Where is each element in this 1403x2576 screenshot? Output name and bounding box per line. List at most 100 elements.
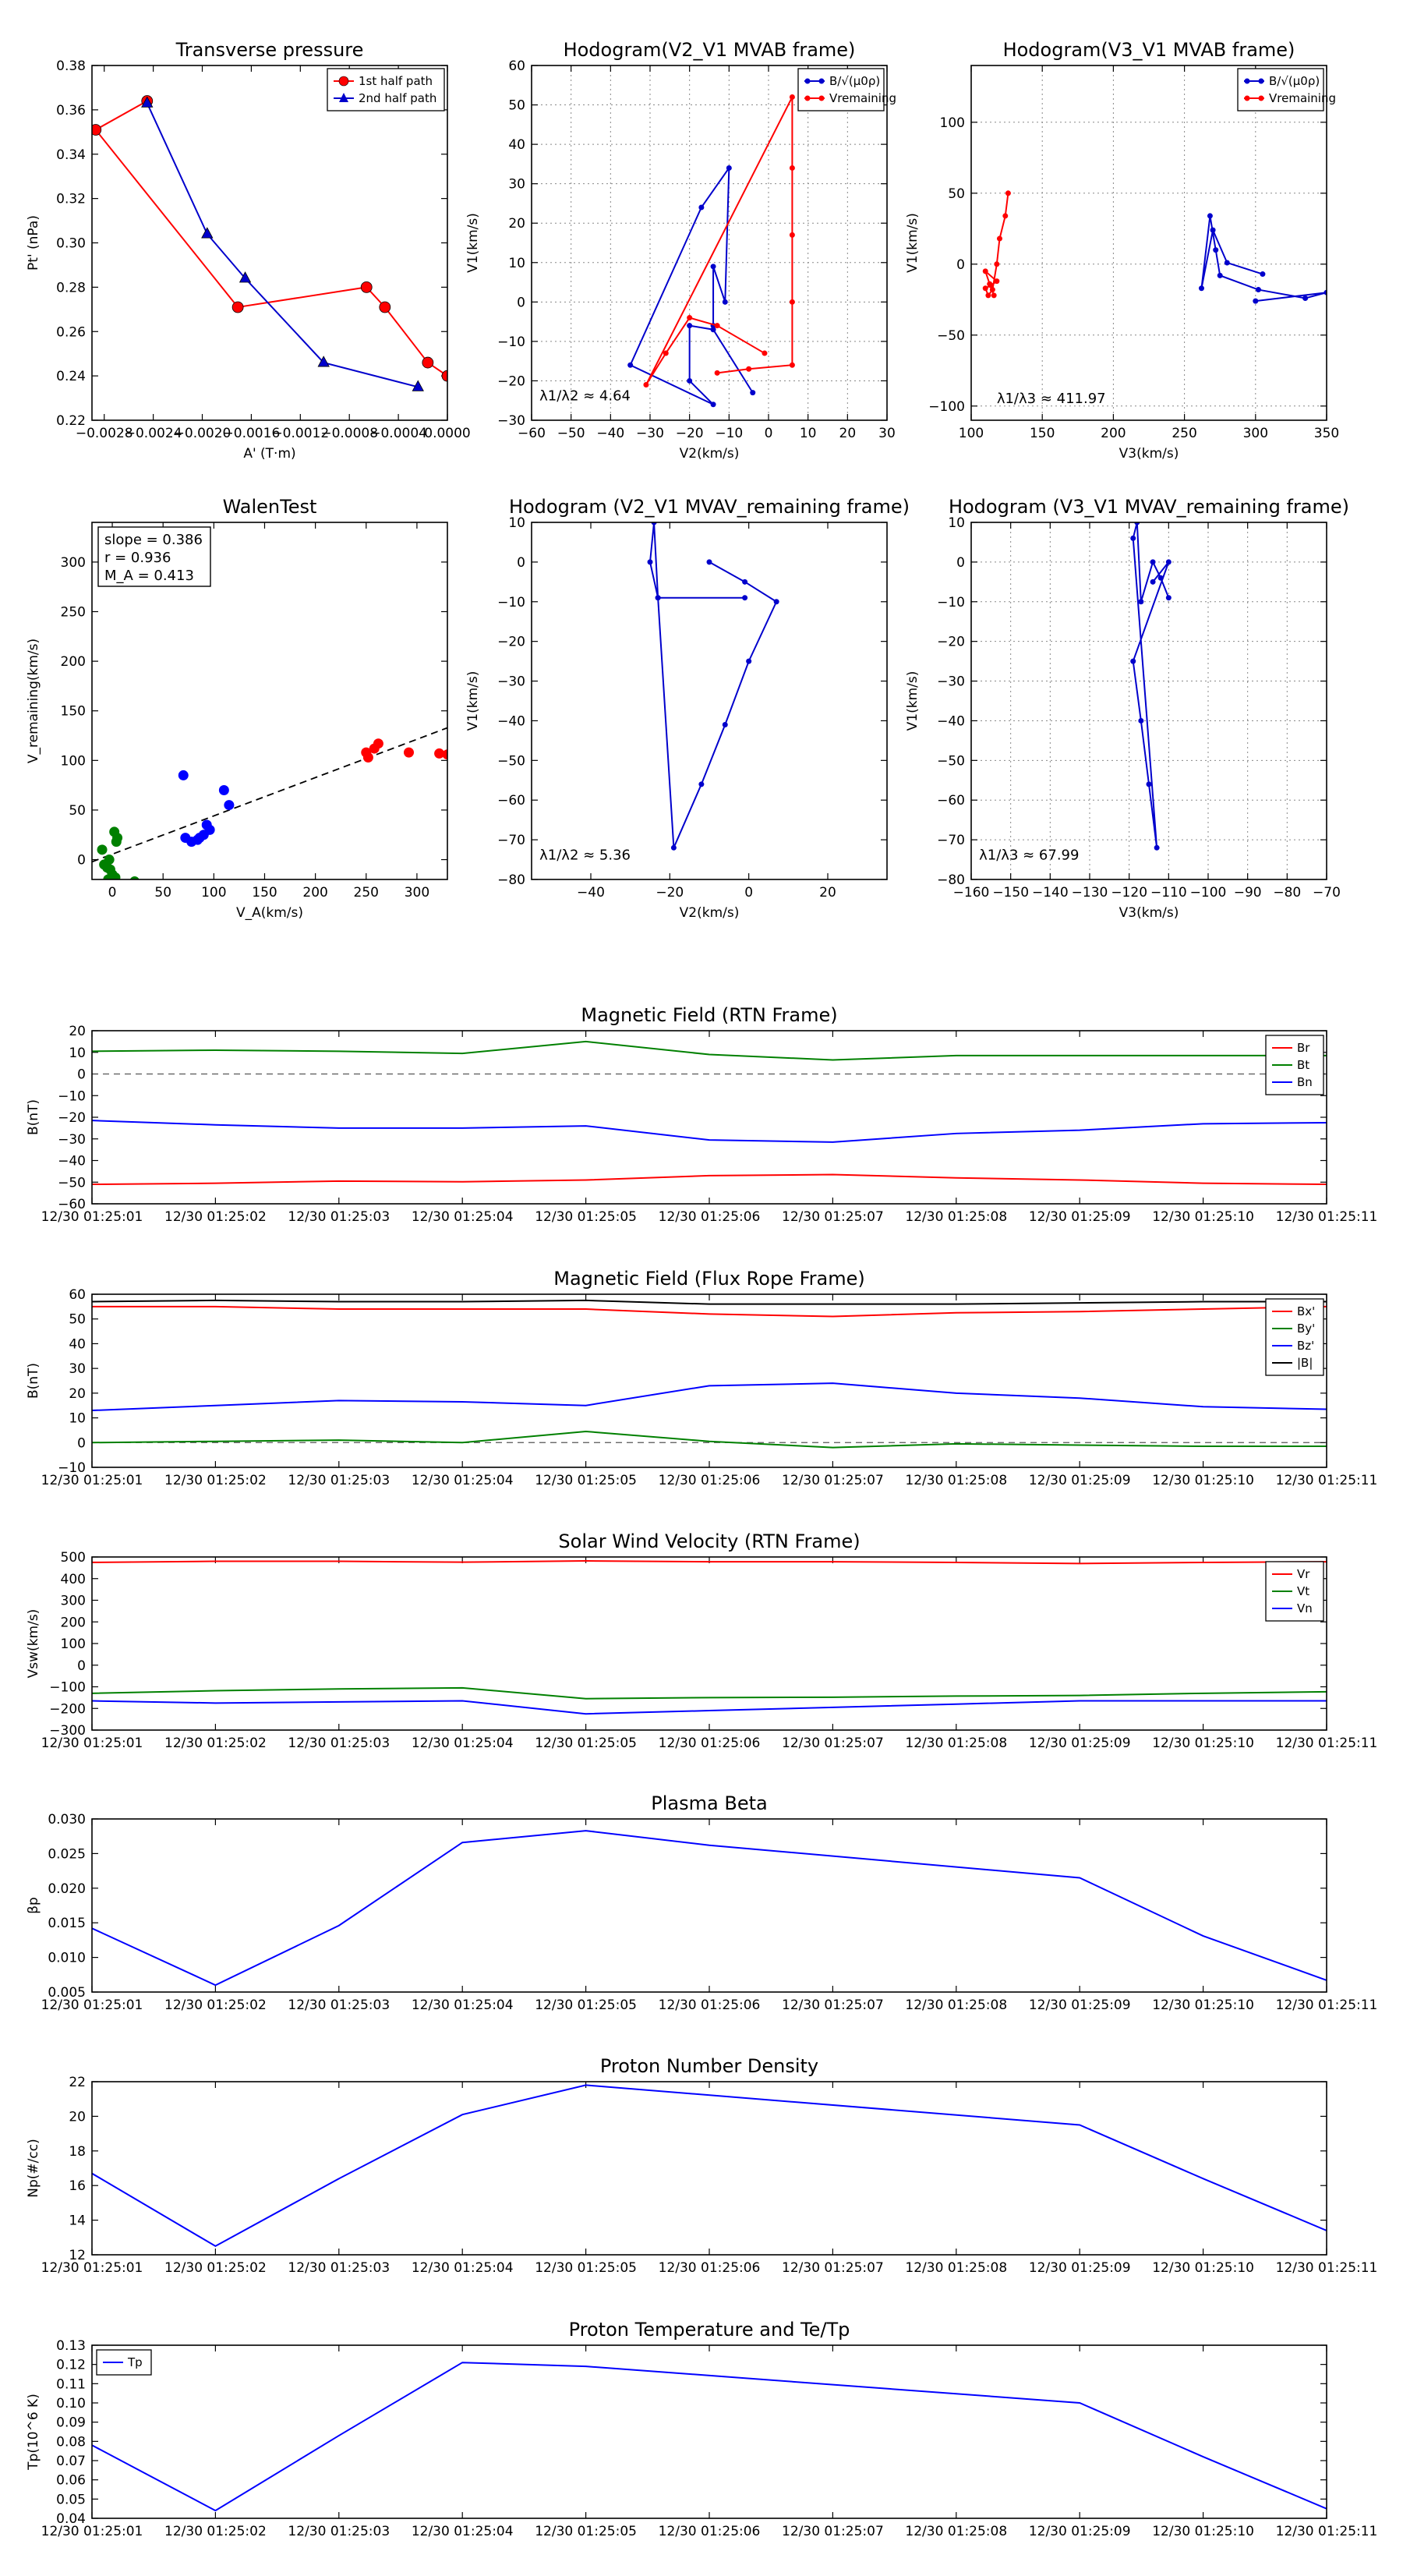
y-tick-label: 20 (508, 216, 525, 232)
plot-frame (531, 65, 888, 421)
data-point (706, 559, 712, 565)
data-point (789, 165, 795, 171)
data-point (1323, 289, 1327, 295)
data-point (726, 165, 732, 171)
y-tick-label: 250 (61, 605, 86, 621)
x-tick-label: 12/30 01:25:03 (288, 1473, 390, 1488)
y-tick-label: 30 (69, 1361, 86, 1377)
x-tick-label: 12/30 01:25:04 (412, 1736, 514, 1751)
x-tick-label: 50 (154, 885, 171, 901)
y-tick-label: −10 (58, 1460, 86, 1476)
x-axis-label: V_A(km/s) (236, 905, 303, 921)
legend-entry: B/√(μ0ρ) (829, 74, 880, 88)
data-point (773, 599, 779, 605)
chart-title: Hodogram(V2_V1 MVAB frame) (564, 39, 856, 61)
y-tick-label: 150 (61, 704, 86, 720)
data-point (714, 323, 720, 329)
y-tick-label: −10 (937, 595, 965, 610)
eigen-ratio-label: λ1/λ2 ≈ 4.64 (539, 388, 631, 405)
y-axis-label: Np(#/cc) (26, 2139, 41, 2197)
chart-np: Proton Number Density 12/30 01:25:01 12/30… (26, 2055, 1377, 2276)
data-point (1134, 522, 1140, 525)
y-tick-label: 300 (61, 555, 86, 571)
x-tick-label: 0 (765, 426, 773, 441)
data-point (670, 844, 677, 851)
y-tick-label: 0.28 (56, 280, 86, 295)
x-tick-label: 12/30 01:25:09 (1029, 1736, 1131, 1751)
series-line-|B| (92, 1299, 1327, 1305)
y-tick-label: 18 (69, 2144, 86, 2160)
y-tick-label: −60 (58, 1197, 86, 1212)
x-tick-label: 12/30 01:25:02 (164, 1736, 267, 1751)
chart-beta: Plasma Beta 12/30 01:25:01 12/30 01:25:02 1… (26, 1792, 1377, 2013)
x-tick-label: 12/30 01:25:07 (782, 2260, 884, 2276)
y-tick-label: 0.04 (56, 2511, 86, 2527)
y-tick-label: 0 (77, 1067, 86, 1083)
x-tick-label: −140 (1032, 885, 1069, 901)
data-point (750, 390, 756, 396)
x-tick-label: 12/30 01:25:09 (1029, 1209, 1131, 1225)
x-tick-label: −120 (1111, 885, 1147, 901)
x-tick-label: 20 (819, 885, 836, 901)
x-tick-label: −10 (715, 426, 743, 441)
series-line-Bt (92, 1040, 1327, 1061)
chart-brtn: Magnetic Field (RTN Frame) 12/30 01:25:01… (26, 1004, 1377, 1225)
x-tick-label: 12/30 01:25:10 (1152, 1736, 1254, 1751)
y-tick-label: 30 (508, 177, 525, 193)
x-tick-label: 300 (405, 885, 429, 901)
y-tick-label: 10 (508, 515, 525, 531)
y-tick-label: 50 (69, 803, 86, 819)
y-tick-label: 0.22 (56, 413, 86, 429)
data-point (687, 377, 693, 384)
y-tick-label: 20 (69, 1386, 86, 1402)
x-tick-label: 12/30 01:25:02 (164, 1997, 267, 2013)
y-tick-label: 0 (77, 853, 86, 869)
y-axis-label: B(nT) (26, 1363, 41, 1399)
series-line-Vr (92, 1559, 1327, 1565)
y-tick-label: 10 (508, 256, 525, 271)
y-axis-label: V1(km/s) (905, 671, 921, 731)
data-point (698, 204, 705, 211)
x-tick-label: 12/30 01:25:04 (412, 2524, 514, 2539)
y-tick-label: −30 (937, 674, 965, 690)
y-tick-label: −10 (497, 595, 525, 610)
data-point (1150, 579, 1156, 585)
x-tick-label: 12/30 01:25:11 (1276, 1736, 1378, 1751)
data-point (1198, 285, 1204, 292)
x-tick-label: −100 (1190, 885, 1227, 901)
chart-title: Proton Number Density (600, 2055, 818, 2077)
x-tick-label: −30 (636, 426, 664, 441)
y-axis-label: V1(km/s) (905, 213, 921, 273)
data-point (698, 781, 705, 787)
series-line-Tp (92, 2362, 1327, 2512)
x-tick-label: 12/30 01:25:02 (164, 2260, 267, 2276)
x-tick-label: −0.0024 (125, 426, 182, 441)
y-tick-label: 0 (77, 1435, 86, 1451)
data-point (1217, 272, 1223, 278)
x-tick-label: −0.0028 (76, 426, 133, 441)
legend-box (327, 68, 445, 111)
y-tick-label: 0.010 (48, 1951, 86, 1966)
x-tick-label: 12/30 01:25:08 (905, 1473, 1007, 1488)
x-tick-label: 300 (1243, 426, 1268, 441)
data-point (1002, 213, 1009, 219)
data-point (746, 658, 752, 664)
y-tick-label: 12 (69, 2248, 86, 2263)
plot-area (92, 1040, 1327, 1186)
series-line-βp (92, 1830, 1327, 1987)
plot-area (1130, 522, 1172, 851)
data-point (239, 271, 252, 283)
data-point (710, 327, 716, 333)
y-tick-label: 10 (69, 1411, 86, 1427)
data-point (1260, 271, 1266, 278)
data-point (982, 268, 988, 274)
data-point (687, 323, 693, 329)
x-tick-label: 12/30 01:25:06 (659, 1473, 761, 1488)
legend-entry: Vt (1297, 1584, 1309, 1598)
data-point (985, 292, 991, 299)
legend-entry: |B| (1297, 1356, 1313, 1370)
y-tick-label: 0.025 (48, 1846, 86, 1862)
y-tick-label: 0.005 (48, 1985, 86, 2001)
plot-area (647, 522, 779, 851)
plot-area (982, 190, 1327, 304)
